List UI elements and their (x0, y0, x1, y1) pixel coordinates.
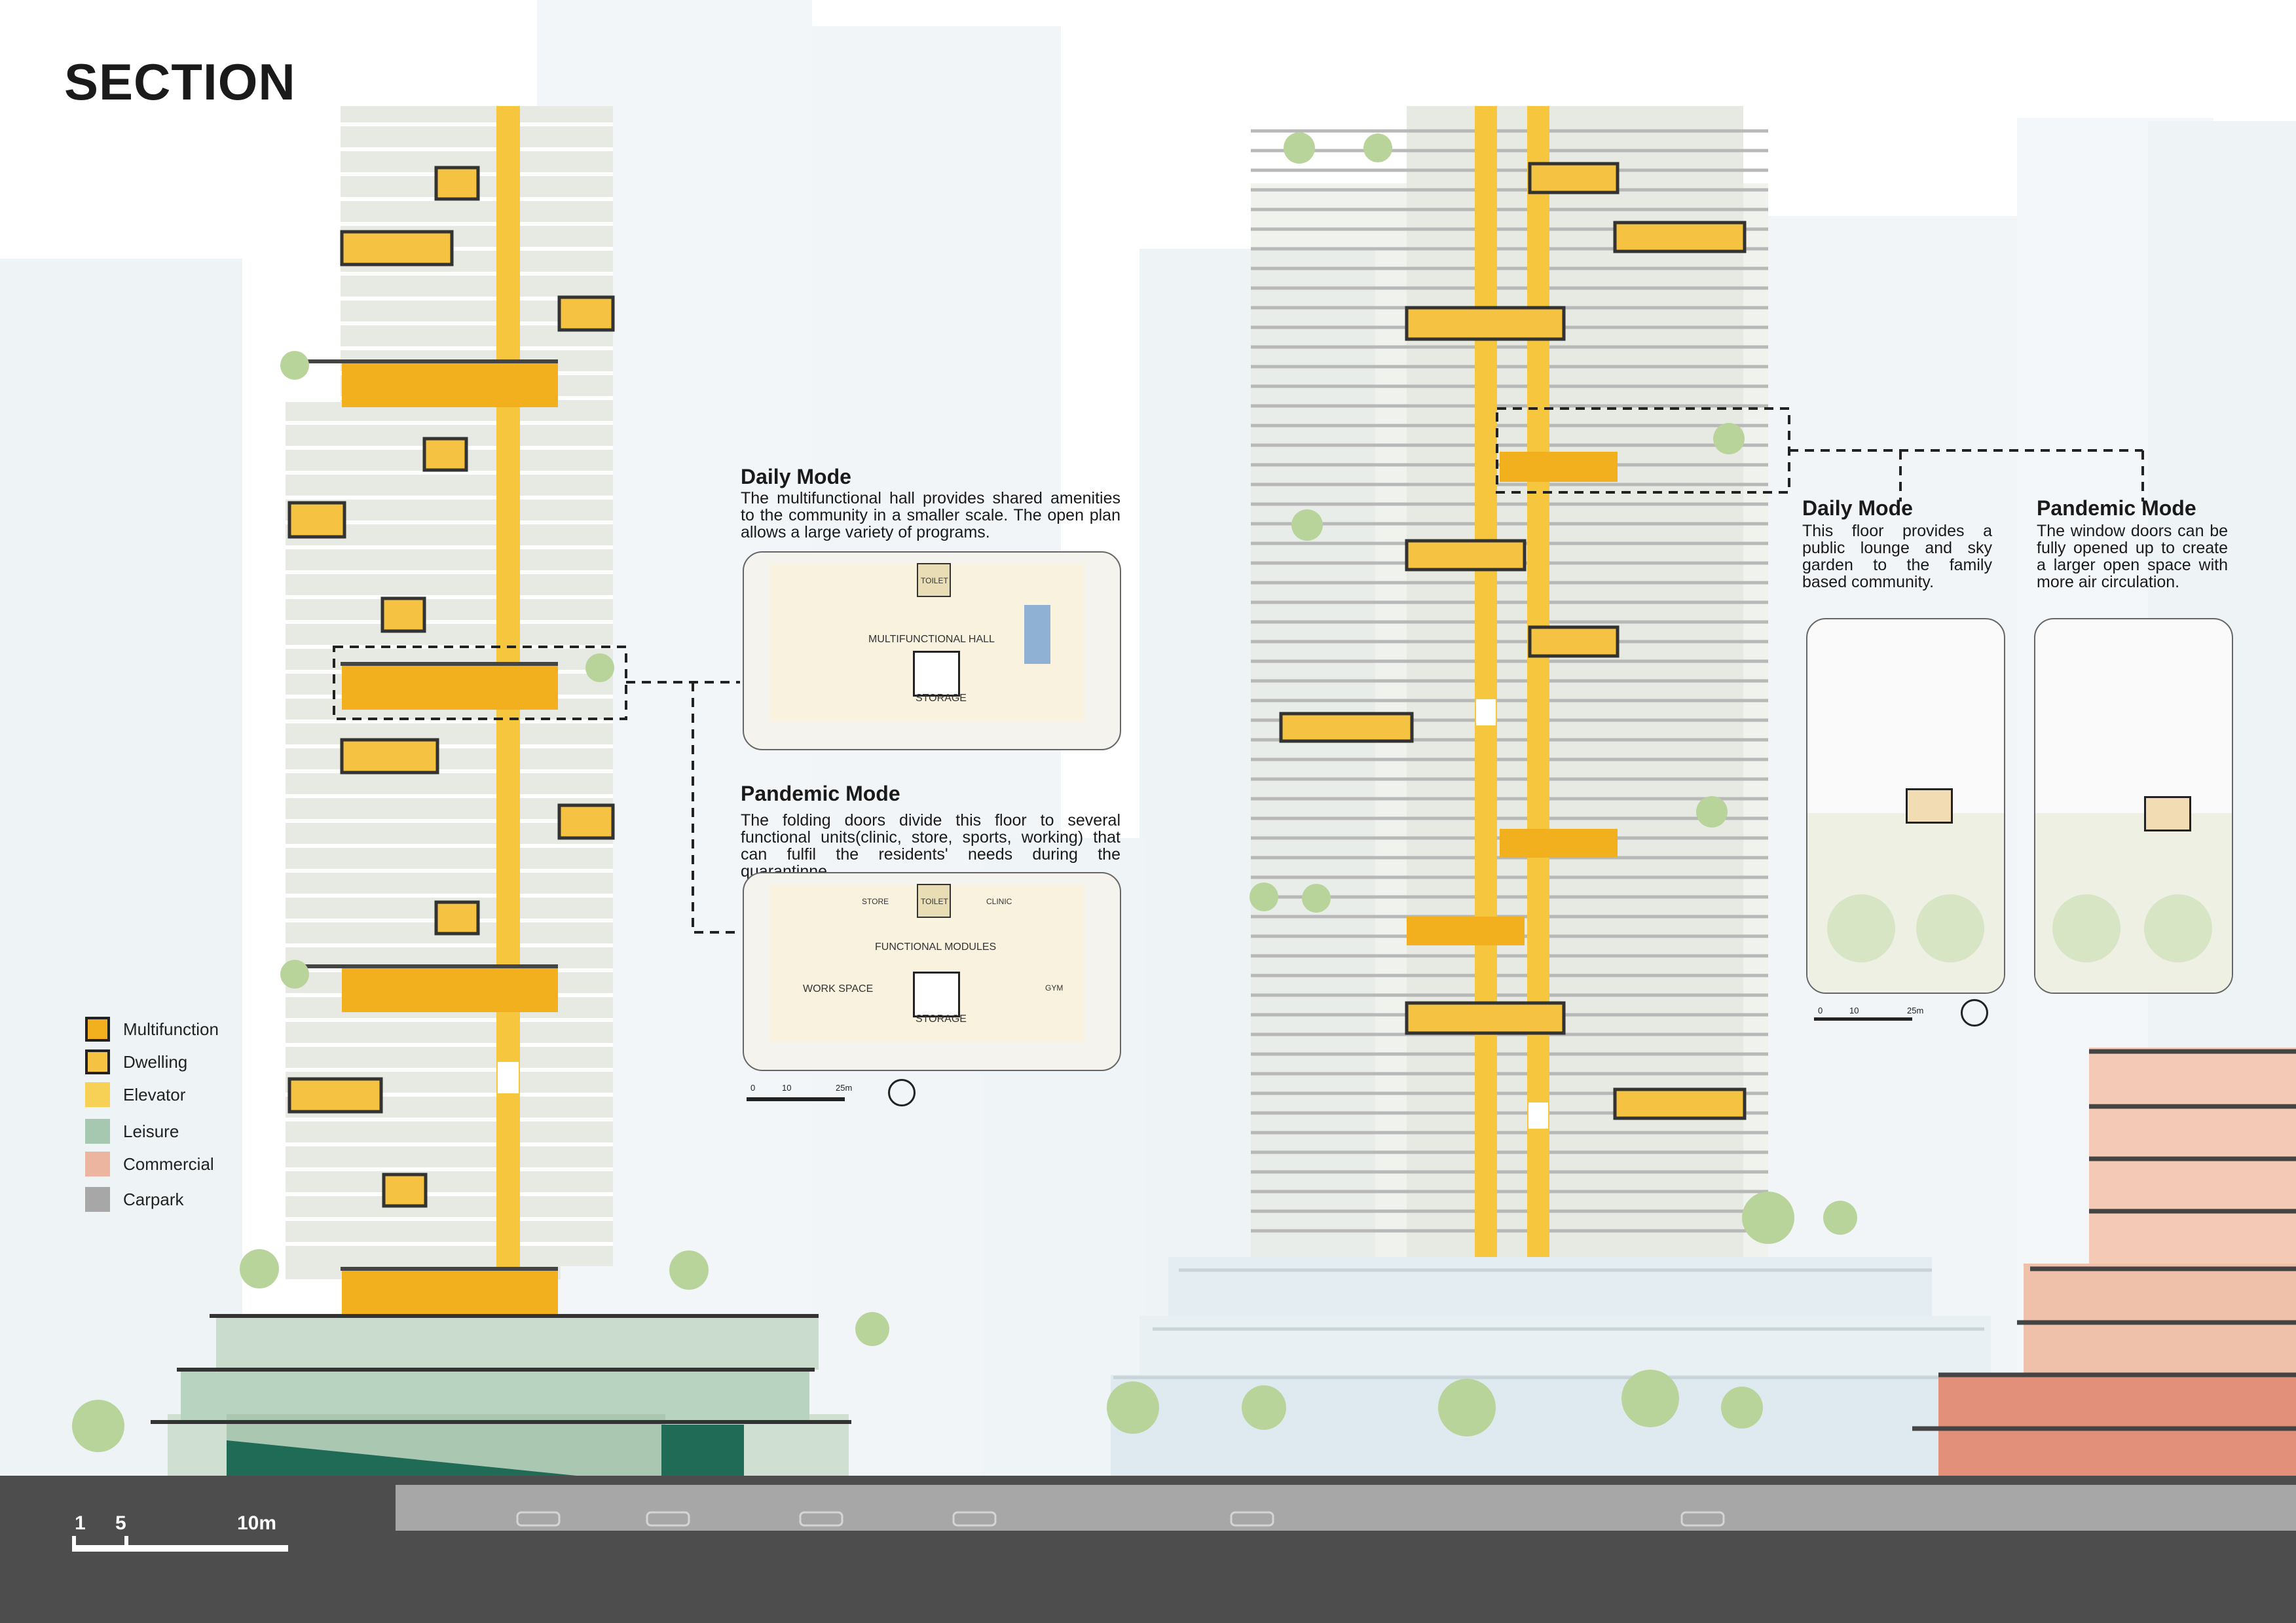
right-pandemic-mode-text: The window doors can be fully opened up … (2037, 522, 2228, 591)
legend-item-leisure: Leisure (85, 1118, 179, 1144)
scale-bar-tick (124, 1536, 128, 1552)
right-plan-scale-tick-0: 0 (1818, 1006, 1823, 1015)
plan-label-store: STORE (862, 897, 889, 906)
legend-item-commercial: Commercial (85, 1151, 214, 1177)
page-title: SECTION (64, 53, 296, 111)
legend-label: Leisure (123, 1121, 179, 1141)
plan-label-storage: STORAGE (916, 1013, 967, 1025)
commercial-block (1912, 1048, 2296, 1480)
plan-label-workspace: WORK SPACE (803, 983, 874, 994)
right-podium (1107, 1192, 1997, 1480)
legend-item-multifunction: Multifunction (85, 1016, 219, 1042)
left-daily-mode-heading: Daily Mode (741, 465, 851, 488)
left-pandemic-floor-plan: FUNCTIONAL MODULES WORK SPACE STORAGE TO… (743, 872, 1121, 1071)
right-pandemic-mode-heading: Pandemic Mode (2037, 496, 2196, 520)
legend-swatch (85, 1119, 110, 1144)
legend-item-dwelling: Dwelling (85, 1049, 187, 1075)
right-daily-mode-text: This floor provides a public lounge and … (1802, 522, 1992, 591)
plan-label-toilet: TOILET (921, 576, 948, 585)
left-pandemic-mode-text: The folding doors divide this floor to s… (741, 811, 1120, 881)
scale-label-10m: 10m (237, 1512, 277, 1534)
legend-label: Dwelling (123, 1051, 188, 1072)
scale-bar-tick (72, 1536, 76, 1552)
left-tower (280, 106, 615, 1316)
legend-swatch (85, 1187, 110, 1212)
plan-scale-bar (747, 1085, 845, 1101)
left-daily-mode-text: The multifunctional hall provides shared… (741, 489, 1120, 541)
plan-scale-tick-25m: 25m (836, 1083, 853, 1093)
ground-and-carpark (0, 1476, 2296, 1623)
left-podium (72, 1249, 889, 1480)
right-pandemic-floor-plan (2034, 618, 2233, 994)
plan-scale-tick-0: 0 (750, 1083, 756, 1093)
right-daily-floor-plan (1806, 618, 2005, 994)
plan-label-storage: STORAGE (916, 693, 967, 704)
right-north-arrow-icon (1961, 999, 1988, 1027)
plan-label-gym: GYM (1045, 983, 1064, 993)
scale-label-5: 5 (115, 1512, 126, 1534)
left-daily-floor-plan: MULTIFUNCTIONAL HALL STORAGE TOILET (743, 551, 1121, 750)
scale-label-1: 1 (75, 1512, 86, 1534)
right-daily-mode-heading: Daily Mode (1802, 496, 1913, 520)
right-tower (1250, 106, 1768, 1258)
north-arrow-icon (888, 1079, 916, 1106)
legend-label: Elevator (123, 1084, 186, 1104)
plan-label-modules: FUNCTIONAL MODULES (875, 941, 997, 953)
legend-label: Commercial (123, 1154, 214, 1174)
plan-label-hall: MULTIFUNCTIONAL HALL (868, 634, 995, 645)
legend-swatch (85, 1017, 110, 1042)
plan-scale-tick-10: 10 (782, 1083, 792, 1093)
plan-label-clinic: CLINIC (986, 897, 1012, 906)
callout-lines (333, 407, 2144, 934)
legend-swatch (85, 1049, 110, 1074)
right-plan-scale-tick-25m: 25m (1907, 1006, 1924, 1015)
right-plan-scale-tick-10: 10 (1849, 1006, 1859, 1015)
legend-item-carpark: Carpark (85, 1186, 183, 1213)
legend-swatch (85, 1082, 110, 1107)
legend-label: Multifunction (123, 1019, 219, 1039)
right-plan-scale-bar (1814, 1008, 1912, 1021)
legend-label: Carpark (123, 1189, 184, 1209)
plan-label-toilet: TOILET (921, 897, 948, 906)
scale-bar-line (72, 1545, 288, 1552)
legend-swatch (85, 1152, 110, 1176)
legend-item-elevator: Elevator (85, 1082, 185, 1108)
left-pandemic-mode-heading: Pandemic Mode (741, 782, 900, 805)
